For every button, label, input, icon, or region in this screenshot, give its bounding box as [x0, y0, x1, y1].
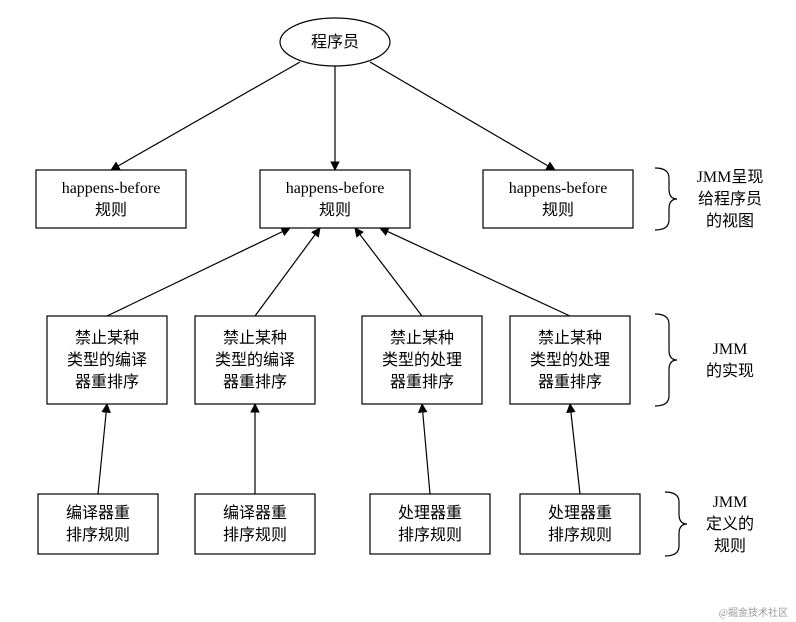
node-f2: 禁止某种类型的编译器重排序 [195, 316, 315, 404]
node-text: 器重排序 [538, 373, 602, 391]
node-text: 禁止某种 [223, 329, 287, 347]
annotation-text: 规则 [714, 537, 746, 555]
edge [422, 404, 430, 494]
node-r1: 编译器重排序规则 [38, 494, 158, 554]
annotation-text: 给程序员 [698, 190, 762, 208]
edge [111, 62, 300, 170]
node-text: 排序规则 [548, 526, 612, 544]
node-text: 类型的编译 [215, 351, 295, 369]
node-text: 类型的编译 [67, 351, 147, 369]
node-text: 禁止某种 [538, 329, 602, 347]
annotation-text: JMM [713, 341, 748, 358]
node-text: 规则 [319, 201, 351, 219]
node-text: 器重排序 [223, 373, 287, 391]
edge [380, 228, 570, 316]
node-text: happens-before [286, 180, 385, 197]
node-text: 编译器重 [66, 504, 130, 522]
node-text: 程序员 [311, 33, 359, 51]
annotation-text: 的实现 [706, 362, 754, 380]
annotation-0: JMM呈现给程序员的视图 [655, 168, 763, 230]
nodes-layer: 程序员happens-before规则happens-before规则happe… [36, 18, 640, 554]
node-text: 类型的处理 [530, 351, 610, 369]
node-f1: 禁止某种类型的编译器重排序 [47, 316, 167, 404]
diagram-canvas: 程序员happens-before规则happens-before规则happe… [0, 0, 796, 622]
edge [255, 228, 320, 316]
node-text: 排序规则 [66, 526, 130, 544]
edge [107, 228, 290, 316]
annotation-text: JMM [713, 494, 748, 511]
node-text: 排序规则 [398, 526, 462, 544]
edge [355, 228, 422, 316]
node-text: 器重排序 [390, 373, 454, 391]
annotation-text: JMM呈现 [697, 168, 764, 186]
annotation-1: JMM 的实现 [655, 314, 754, 406]
node-root: 程序员 [280, 18, 390, 66]
node-text: 排序规则 [223, 526, 287, 544]
node-text: 处理器重 [548, 504, 612, 522]
node-hb3: happens-before 规则 [483, 170, 633, 228]
edge [98, 404, 107, 494]
node-text: happens-before [62, 180, 161, 197]
brace-icon [665, 492, 687, 556]
node-r4: 处理器重排序规则 [520, 494, 640, 554]
edge [570, 404, 580, 494]
node-text: 器重排序 [75, 373, 139, 391]
node-r2: 编译器重排序规则 [195, 494, 315, 554]
brace-icon [655, 168, 677, 230]
node-text: 规则 [542, 201, 574, 219]
node-text: 类型的处理 [382, 351, 462, 369]
node-f3: 禁止某种类型的处理器重排序 [362, 316, 482, 404]
node-f4: 禁止某种类型的处理器重排序 [510, 316, 630, 404]
watermark-text: @掘金技术社区 [719, 606, 788, 619]
node-text: 禁止某种 [75, 329, 139, 347]
node-text: happens-before [509, 180, 608, 197]
annotation-2: JMM 定义的规则 [665, 492, 754, 556]
annotation-text: 定义的 [706, 515, 754, 533]
node-hb2: happens-before 规则 [260, 170, 410, 228]
node-text: 编译器重 [223, 504, 287, 522]
annotations-layer: JMM呈现给程序员的视图 JMM 的实现 JMM 定义的规则 [655, 168, 763, 556]
edge [370, 62, 555, 170]
annotation-text: 的视图 [706, 212, 754, 230]
node-r3: 处理器重排序规则 [370, 494, 490, 554]
node-text: 禁止某种 [390, 329, 454, 347]
node-hb1: happens-before 规则 [36, 170, 186, 228]
node-text: 处理器重 [398, 504, 462, 522]
edges-layer [98, 62, 580, 494]
brace-icon [655, 314, 677, 406]
node-text: 规则 [95, 201, 127, 219]
